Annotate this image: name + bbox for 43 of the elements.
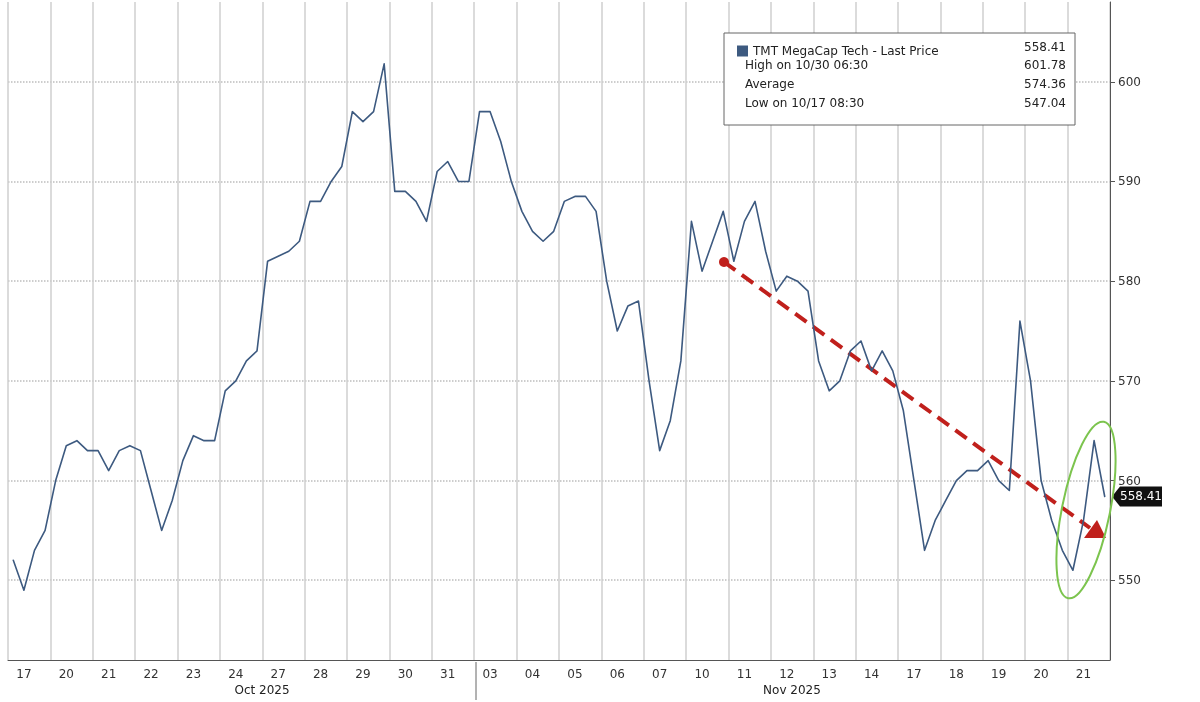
y-tick-label: 580 <box>1118 274 1141 289</box>
x-tick-label: 21 <box>101 667 117 681</box>
x-tick-label: 06 <box>609 667 625 681</box>
legend-label: TMT MegaCap Tech - Last Price <box>752 44 939 58</box>
x-tick-label: 21 <box>1075 667 1092 681</box>
y-tick-label: 550 <box>1118 573 1141 588</box>
x-tick-label: 10 <box>694 667 710 681</box>
x-tick-label: 22 <box>143 667 159 681</box>
x-tick-label: 04 <box>524 667 541 681</box>
x-tick-label: 05 <box>567 667 583 681</box>
annotation: 558.41 <box>1024 40 1066 54</box>
x-tick-label: 30 <box>397 667 413 681</box>
x-tick-label: 20 <box>58 667 74 681</box>
annotation: 574.36 <box>1024 77 1066 91</box>
x-tick-label: 11 <box>736 667 753 681</box>
x-tick-label: 24 <box>228 667 244 681</box>
text: Nov 2025 <box>763 683 821 697</box>
y-tick-label: 560 <box>1118 473 1141 488</box>
x-tick-label: 31 <box>440 667 456 681</box>
x-tick-label: 23 <box>185 667 202 681</box>
y-tick-label: 600 <box>1118 74 1141 89</box>
annotation: High on 10/30 06:30 <box>745 58 869 72</box>
x-tick-label: 03 <box>482 667 498 681</box>
annotation: 601.78 <box>1024 58 1066 72</box>
text: 558.41 <box>1120 489 1162 504</box>
x-tick-label: 17 <box>16 667 32 681</box>
x-tick-label: 13 <box>821 667 837 681</box>
x-tick-label: 27 <box>270 667 286 681</box>
x-tick-label: 14 <box>863 667 880 681</box>
x-tick-label: 20 <box>1033 667 1049 681</box>
y-tick-label: 570 <box>1118 373 1141 388</box>
x-tick-label: 17 <box>906 667 922 681</box>
x-tick-label: 29 <box>355 667 371 681</box>
x-tick-label: 19 <box>991 667 1007 681</box>
x-tick-label: 07 <box>652 667 668 681</box>
x-tick-label: 28 <box>312 667 329 681</box>
annotation: 547.04 <box>1024 96 1066 110</box>
y-tick-label: 590 <box>1118 174 1141 189</box>
text: Oct 2025 <box>234 683 290 697</box>
x-tick-label: 12 <box>779 667 795 681</box>
annotation: Average <box>745 77 795 91</box>
x-tick-label: 18 <box>948 667 964 681</box>
annotation: Low on 10/17 08:30 <box>745 96 865 110</box>
